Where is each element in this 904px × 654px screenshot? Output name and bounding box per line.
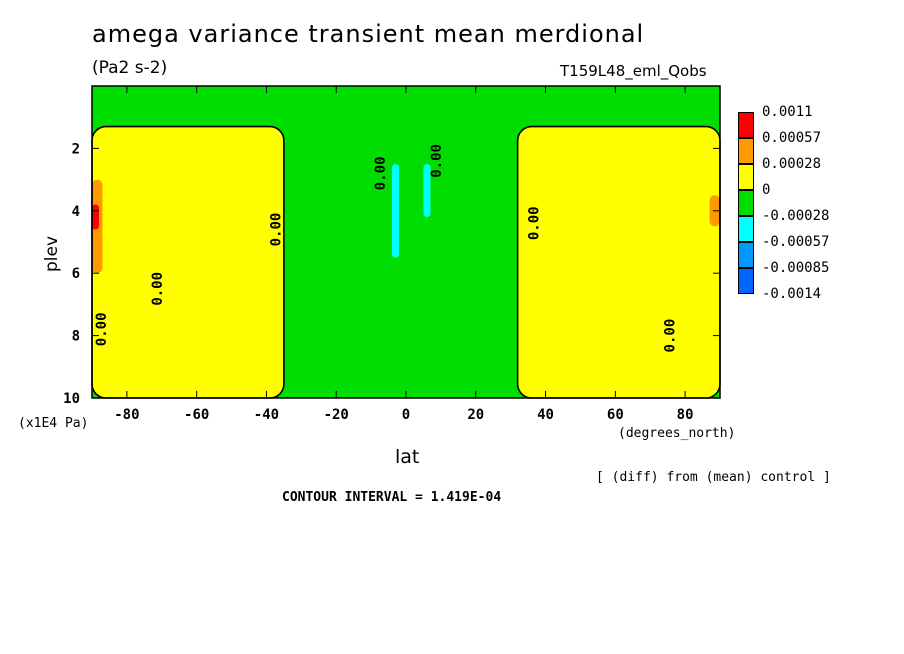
x-tick-label: -40: [254, 407, 279, 423]
x-tick-label: -20: [324, 407, 349, 423]
legend-swatch: [738, 112, 754, 138]
x-tick-label: -60: [184, 407, 209, 423]
fill-nh-positive: [517, 126, 720, 398]
legend-label: -0.00028: [762, 208, 830, 224]
contour-label: 0.00: [527, 206, 543, 240]
legend-swatch: [738, 164, 754, 190]
x-tick-label: 20: [467, 407, 484, 423]
diff-note: [ (diff) from (mean) control ]: [596, 470, 831, 485]
contour-labels: 0.00 0.00 0.00 0.00 0.00 0.00 0.00: [94, 144, 679, 352]
chart-units: (Pa2 s-2): [92, 58, 168, 78]
legend-swatch: [738, 242, 754, 268]
x-axis-units: (degrees_north): [618, 426, 736, 441]
fill-tropical-negative: [392, 164, 400, 258]
legend-label: 0: [762, 182, 771, 198]
legend-swatch: [738, 138, 754, 164]
x-axis: -80 -60 -40 -20 0 20 40 60 80: [114, 86, 694, 423]
y-tick-label: 4: [72, 204, 80, 220]
y-axis: 2 4 6 8 10: [63, 141, 720, 407]
legend-swatch: [738, 216, 754, 242]
legend-label: -0.0014: [762, 286, 822, 302]
run-label: T159L48_eml_Qobs: [560, 62, 707, 80]
x-tick-label: 80: [677, 407, 694, 423]
legend-swatch: [738, 268, 754, 294]
y-tick-label: 6: [72, 266, 80, 282]
legend-label: 0.0011: [762, 104, 813, 120]
chart-title: amega variance transient mean merdional: [92, 20, 645, 48]
contour-interval: CONTOUR INTERVAL = 1.419E-04: [282, 490, 502, 505]
legend-swatch: [738, 190, 754, 216]
y-tick-label: 10: [63, 391, 80, 407]
legend-label: -0.00057: [762, 234, 830, 250]
legend-label: -0.00085: [762, 260, 830, 276]
contour-fills: [92, 86, 720, 398]
y-tick-label: 8: [72, 329, 80, 345]
fill-sh-pos-max-core: [92, 204, 99, 230]
x-tick-label: 0: [402, 407, 410, 423]
y-axis-units: (x1E4 Pa): [18, 416, 89, 431]
y-axis-title: plev: [42, 235, 63, 273]
x-axis-title: lat: [395, 446, 420, 468]
contour-label: 0.00: [94, 313, 110, 347]
fill-tropical-negative-2: [423, 164, 431, 218]
legend-label: 0.00057: [762, 130, 822, 146]
legend-label: 0.00028: [762, 156, 822, 172]
x-tick-label: 60: [607, 407, 624, 423]
y-tick-label: 2: [72, 141, 80, 157]
contour-label: 0.00: [373, 157, 389, 191]
fill-sh-positive: [92, 126, 284, 398]
x-tick-label: 40: [537, 407, 554, 423]
contour-label: 0.00: [429, 144, 445, 178]
contour-label: 0.00: [268, 213, 284, 247]
x-tick-label: -80: [114, 407, 139, 423]
contour-label: 0.00: [150, 272, 166, 306]
contour-label: 0.00: [663, 319, 679, 353]
